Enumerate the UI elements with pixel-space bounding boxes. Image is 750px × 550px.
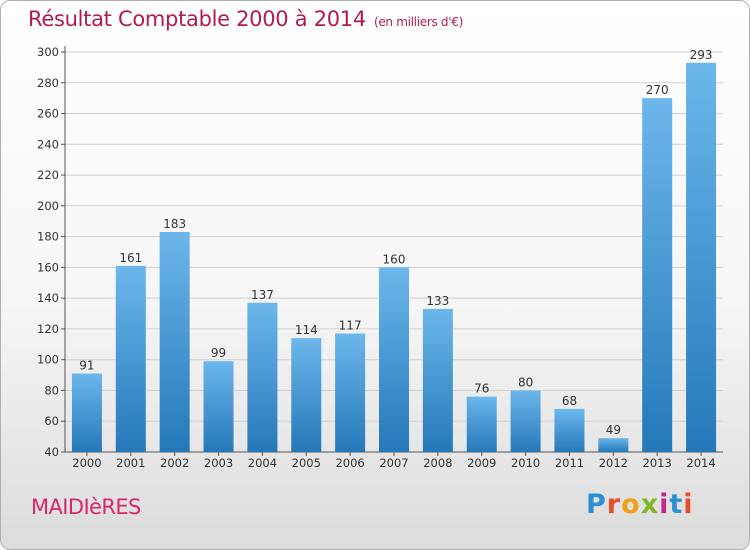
y-tick-label-180: 180 xyxy=(37,230,59,244)
bar-2004 xyxy=(247,302,278,452)
y-tick-label-300: 300 xyxy=(37,45,59,59)
value-label-2011: 68 xyxy=(562,394,577,408)
x-tick-label-2008: 2008 xyxy=(423,456,452,470)
y-tick-label-120: 120 xyxy=(37,322,59,336)
bar-2014 xyxy=(686,62,717,453)
x-tick-label-2006: 2006 xyxy=(335,456,364,470)
bar-2009 xyxy=(466,396,497,452)
value-label-2004: 137 xyxy=(251,288,274,302)
value-label-2010: 80 xyxy=(518,375,533,389)
place-name: MAIDIèRES xyxy=(31,495,141,519)
bar-2002 xyxy=(159,232,190,452)
x-tick-label-2007: 2007 xyxy=(379,456,408,470)
bar-2012 xyxy=(598,438,629,452)
x-tick-label-2012: 2012 xyxy=(599,456,628,470)
proxiti-logo: Proxiti xyxy=(586,489,694,520)
value-label-2000: 91 xyxy=(79,359,94,373)
bar-2008 xyxy=(422,308,453,452)
value-label-2003: 99 xyxy=(211,346,226,360)
y-tick-label-160: 160 xyxy=(37,260,59,274)
value-label-2008: 133 xyxy=(426,294,449,308)
x-tick-label-2003: 2003 xyxy=(204,456,233,470)
y-tick-label-260: 260 xyxy=(37,107,59,121)
value-label-2005: 114 xyxy=(295,323,318,337)
bar-2011 xyxy=(554,408,585,452)
bar-2013 xyxy=(642,98,673,453)
x-tick-label-2010: 2010 xyxy=(511,456,540,470)
y-tick-label-240: 240 xyxy=(37,137,59,151)
bar-2000 xyxy=(71,373,102,452)
y-tick-label-140: 140 xyxy=(37,291,59,305)
y-tick-label-40: 40 xyxy=(44,445,59,459)
bar-2006 xyxy=(335,333,366,452)
value-label-2009: 76 xyxy=(474,382,489,396)
y-tick-label-280: 280 xyxy=(37,76,59,90)
bar-2005 xyxy=(291,338,322,452)
chart-title-text: Résultat Comptable 2000 à 2014 xyxy=(28,7,366,31)
x-tick-label-2009: 2009 xyxy=(467,456,496,470)
bar-2010 xyxy=(510,390,541,452)
value-label-2002: 183 xyxy=(163,217,186,231)
value-label-2012: 49 xyxy=(606,423,621,437)
x-tick-label-2001: 2001 xyxy=(116,456,145,470)
value-label-2001: 161 xyxy=(119,251,142,265)
bar-2003 xyxy=(203,361,234,452)
y-tick-label-100: 100 xyxy=(37,353,59,367)
value-label-2013: 270 xyxy=(646,83,669,97)
unit-note: (en milliers d'€) xyxy=(373,15,463,29)
y-tick-label-60: 60 xyxy=(44,414,59,428)
bar-2001 xyxy=(115,265,146,452)
y-tick-label-80: 80 xyxy=(44,383,59,397)
x-tick-label-2014: 2014 xyxy=(686,456,715,470)
x-tick-label-2005: 2005 xyxy=(292,456,321,470)
x-tick-label-2002: 2002 xyxy=(160,456,189,470)
x-tick-label-2004: 2004 xyxy=(248,456,277,470)
x-tick-label-2013: 2013 xyxy=(643,456,672,470)
x-tick-label-2000: 2000 xyxy=(72,456,101,470)
value-label-2007: 160 xyxy=(383,252,406,266)
x-tick-label-2011: 2011 xyxy=(555,456,584,470)
axes: 40 60 80 100 120 140 160 180 200 220 240 260 280 300 2… xyxy=(37,45,723,470)
value-label-2014: 293 xyxy=(690,48,713,62)
value-label-2006: 117 xyxy=(339,319,362,333)
y-tick-label-200: 200 xyxy=(37,199,59,213)
chart-title: Résultat Comptable 2000 à 2014 (en millie… xyxy=(28,7,463,31)
bars: 91 161 183 99 137 114 117 160 133 76 80 68 49 270 293 xyxy=(71,48,717,453)
y-tick-label-220: 220 xyxy=(37,168,59,182)
bar-2007 xyxy=(379,267,409,452)
